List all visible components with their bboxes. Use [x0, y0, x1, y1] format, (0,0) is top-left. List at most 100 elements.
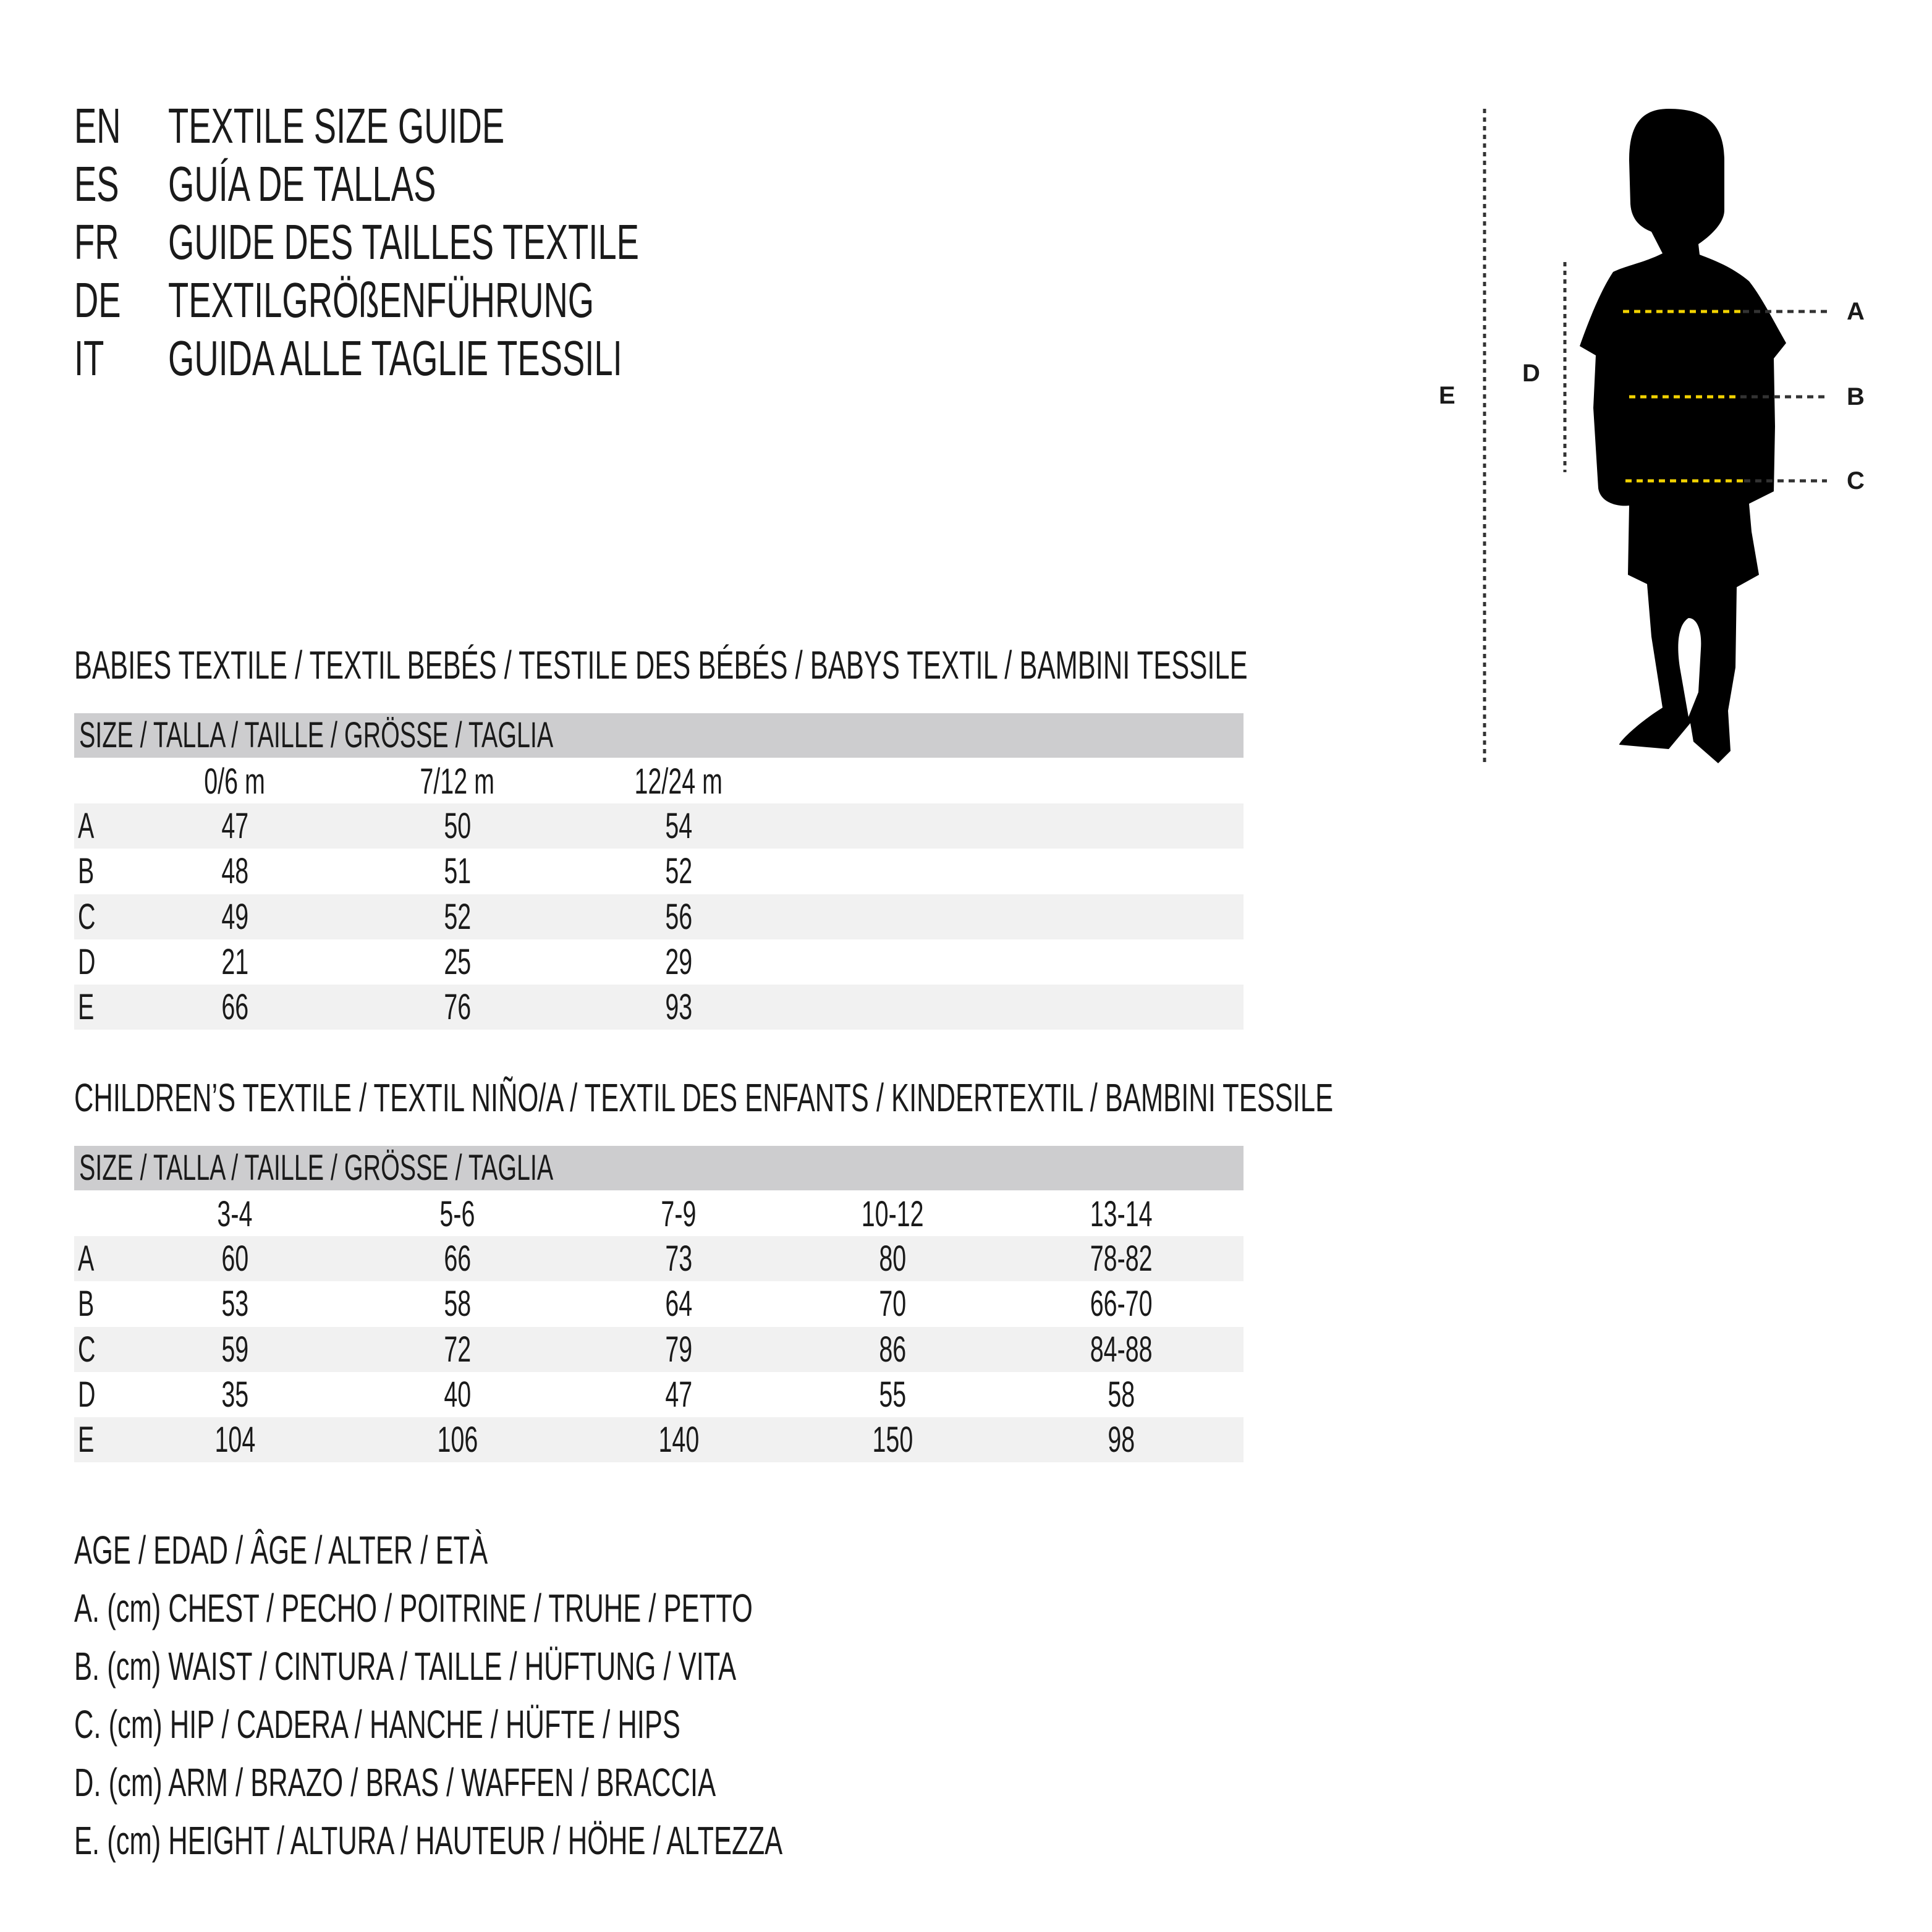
leg-gap [1678, 618, 1701, 717]
table-cell: 50 [365, 803, 550, 849]
title-text-value: GUIDE DES TAILLES TEXTILE [168, 214, 639, 269]
table-row: A 47 50 54 [74, 803, 1244, 849]
cell-value: 60 [221, 1239, 248, 1279]
cell-value: 51 [444, 851, 471, 892]
legend-text: AGE / EDAD / ÂGE / ALTER / ETÀ [74, 1528, 488, 1572]
cell-value: 84-88 [1090, 1329, 1153, 1370]
table-cell: 150 [800, 1417, 985, 1462]
cell-value: 48 [221, 851, 248, 892]
column-header-text: 10-12 [861, 1194, 924, 1234]
children-heading-text: CHILDREN’S TEXTILE / TEXTIL NIÑO/A / TEX… [74, 1075, 1334, 1120]
column-header-text: 7-9 [661, 1194, 697, 1234]
legend-waist: B. (cm) WAIST / CINTURA / TAILLE / HÜFTU… [74, 1637, 1048, 1695]
cell-value: 66-70 [1090, 1284, 1153, 1324]
cell-value: 25 [444, 941, 471, 982]
cell-value: 140 [658, 1420, 699, 1460]
table-cell: 21 [142, 939, 328, 985]
table-cell: 51 [365, 849, 550, 894]
size-header-text: SIZE / TALLA / TAILLE / GRÖSSE / TAGLIA [79, 1148, 554, 1188]
row-label-text: D [78, 1374, 96, 1415]
legend-age: AGE / EDAD / ÂGE / ALTER / ETÀ [74, 1521, 682, 1579]
table-cell: 40 [365, 1372, 550, 1417]
row-label: E [78, 1417, 102, 1462]
table-cell: 106 [365, 1417, 550, 1462]
cell-value: 80 [879, 1239, 906, 1279]
legend-chest: A. (cm) CHEST / PECHO / POITRINE / TRUHE… [74, 1579, 1072, 1637]
table-row: C 49 52 56 [74, 894, 1244, 939]
table-cell: 66 [365, 1236, 550, 1281]
cell-value: 72 [444, 1329, 471, 1370]
row-label: E [78, 985, 102, 1030]
column-header: 5-6 [365, 1192, 550, 1237]
column-header: 10-12 [800, 1192, 985, 1237]
title-text-value: GUIDA ALLE TAGLIE TESSILI [168, 331, 622, 386]
cell-value: 76 [444, 987, 471, 1028]
table-cell: 73 [586, 1236, 771, 1281]
lang-code-text: ES [74, 156, 119, 211]
cell-value: 66 [221, 987, 248, 1028]
column-header-text: 12/24 m [634, 761, 723, 802]
table-cell: 79 [586, 1327, 771, 1372]
legend-text: E. (cm) HEIGHT / ALTURA / HAUTEUR / HÖHE… [74, 1818, 783, 1863]
row-label-text: D [78, 941, 96, 982]
cell-value: 56 [665, 896, 692, 937]
cell-value: 47 [221, 806, 248, 846]
babies-size-header: SIZE / TALLA / TAILLE / GRÖSSE / TAGLIA [74, 713, 1244, 758]
cell-value: 104 [214, 1420, 255, 1460]
table-cell: 47 [586, 1372, 771, 1417]
title-text-value: TEXTILGRÖßENFÜHRUNG [168, 273, 595, 328]
lang-code-text: EN [74, 98, 121, 153]
column-header-text: 5-6 [439, 1194, 475, 1234]
label-a: A [1847, 298, 1865, 325]
lang-code: EN [74, 97, 143, 155]
children-heading: CHILDREN’S TEXTILE / TEXTIL NIÑO/A / TEX… [74, 1073, 1926, 1122]
label-d: D [1522, 360, 1540, 387]
cell-value: 21 [221, 941, 248, 982]
table-cell: 86 [800, 1327, 985, 1372]
children-column-headers: 3-4 5-6 7-9 10-12 13-14 [74, 1192, 1244, 1237]
cell-value: 58 [444, 1284, 471, 1324]
column-header-text: 3-4 [217, 1194, 253, 1234]
table-cell: 58 [1028, 1372, 1214, 1417]
table-cell: 78-82 [1028, 1236, 1214, 1281]
babies-heading: BABIES TEXTILE / TEXTIL BEBÉS / TESTILE … [74, 640, 1800, 690]
row-label: A [78, 803, 102, 849]
legend-text: A. (cm) CHEST / PECHO / POITRINE / TRUHE… [74, 1586, 753, 1630]
table-cell: 66-70 [1028, 1281, 1214, 1326]
legend-height: E. (cm) HEIGHT / ALTURA / HAUTEUR / HÖHE… [74, 1811, 1116, 1870]
cell-value: 66 [444, 1239, 471, 1279]
title-text: GUIDE DES TAILLES TEXTILE [168, 213, 860, 271]
legend-text: D. (cm) ARM / BRAZO / BRAS / WAFFEN / BR… [74, 1760, 716, 1805]
legend-text: C. (cm) HIP / CADERA / HANCHE / HÜFTE / … [74, 1702, 680, 1747]
table-cell: 93 [586, 985, 771, 1030]
table-cell: 60 [142, 1236, 328, 1281]
title-text: TEXTILGRÖßENFÜHRUNG [168, 271, 794, 329]
label-c: C [1847, 467, 1865, 494]
table-cell: 52 [586, 849, 771, 894]
row-label-text: C [78, 1329, 96, 1370]
cell-value: 50 [444, 806, 471, 846]
table-row: D 21 25 29 [74, 939, 1244, 985]
cell-value: 98 [1108, 1420, 1135, 1460]
row-label-text: B [78, 1284, 95, 1324]
legend-text: B. (cm) WAIST / CINTURA / TAILLE / HÜFTU… [74, 1644, 737, 1688]
row-label-text: A [78, 1239, 95, 1279]
column-header: 7-9 [586, 1192, 771, 1237]
row-label-text: C [78, 896, 96, 937]
cell-value: 93 [665, 987, 692, 1028]
table-row: B 53 58 64 70 66-70 [74, 1281, 1244, 1326]
lang-code-text: DE [74, 273, 121, 328]
table-row: D 35 40 47 55 58 [74, 1372, 1244, 1417]
label-b: B [1847, 383, 1865, 410]
cell-value: 29 [665, 941, 692, 982]
table-cell: 76 [365, 985, 550, 1030]
lang-code: IT [74, 329, 118, 388]
cell-value: 79 [665, 1329, 692, 1370]
children-size-header: SIZE / TALLA / TAILLE / GRÖSSE / TAGLIA [74, 1146, 1244, 1190]
table-cell: 54 [586, 803, 771, 849]
babies-heading-text: BABIES TEXTILE / TEXTIL BEBÉS / TESTILE … [74, 643, 1248, 687]
column-header-text: 13-14 [1090, 1194, 1153, 1234]
cell-value: 59 [221, 1329, 248, 1370]
table-cell: 80 [800, 1236, 985, 1281]
table-cell: 25 [365, 939, 550, 985]
